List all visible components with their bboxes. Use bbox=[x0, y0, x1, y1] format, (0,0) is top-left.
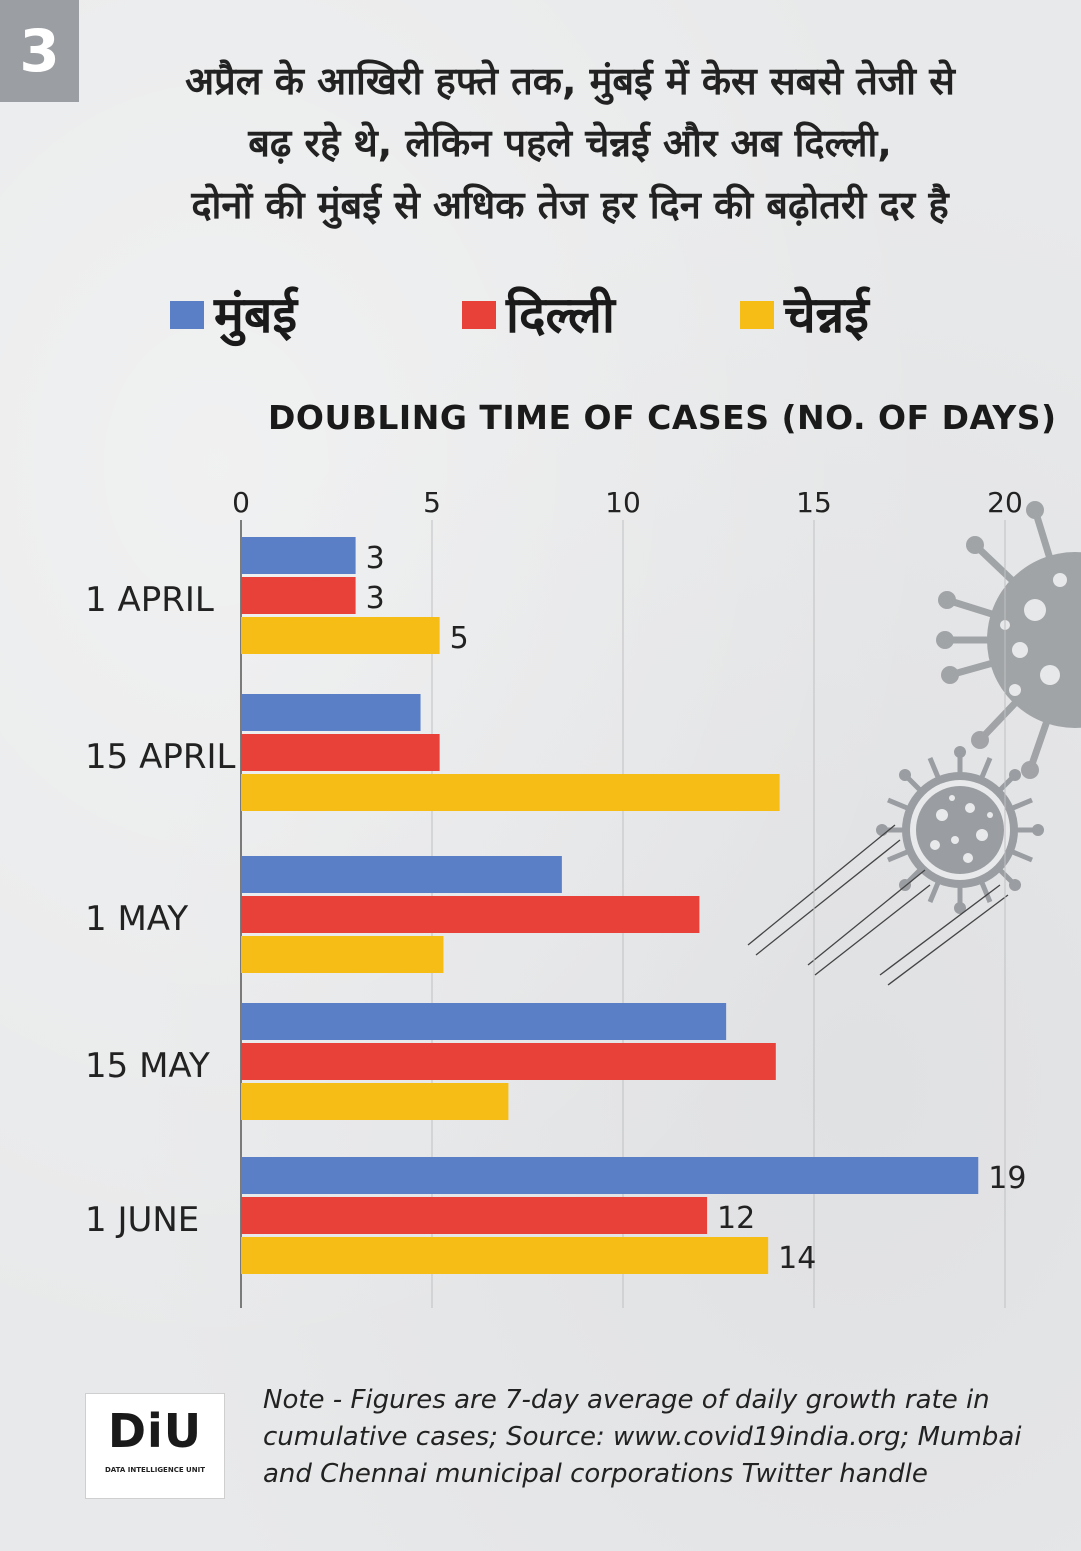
bar bbox=[241, 1003, 727, 1040]
diu-logo: DiU DATA INTELLIGENCE UNIT bbox=[85, 1393, 225, 1499]
category-label: 1 JUNE bbox=[85, 1200, 199, 1240]
bar bbox=[241, 856, 562, 893]
legend-swatch-mumbai bbox=[170, 301, 204, 329]
bar bbox=[241, 1043, 776, 1080]
chart-legend: मुंबई दिल्ली चेन्नई bbox=[0, 280, 1081, 350]
data-label: 5 bbox=[450, 621, 469, 656]
data-label: 19 bbox=[988, 1161, 1026, 1196]
category-label: 1 MAY bbox=[85, 899, 188, 939]
legend-item-chennai: चेन्नई bbox=[740, 280, 869, 350]
headline-line-1: अप्रैल के आखिरी हफ्ते तक, मुंबई में केस … bbox=[185, 59, 955, 103]
x-tick-label: 10 bbox=[605, 486, 641, 519]
data-label: 3 bbox=[366, 581, 385, 616]
headline-line-2: बढ़ रहे थे, लेकिन पहले चेन्नई और अब दिल्… bbox=[248, 121, 892, 165]
bar bbox=[241, 537, 356, 574]
bar bbox=[241, 734, 440, 771]
bar bbox=[241, 1157, 979, 1194]
x-tick-label: 20 bbox=[987, 486, 1023, 519]
logo-letters: DiU bbox=[107, 1404, 203, 1458]
logo-subtitle: DATA INTELLIGENCE UNIT bbox=[105, 1466, 205, 1474]
legend-swatch-delhi bbox=[462, 301, 496, 329]
virus-icon bbox=[936, 501, 1081, 779]
headline: अप्रैल के आखिरी हफ्ते तक, मुंबई में केस … bbox=[100, 50, 1040, 236]
bar bbox=[241, 1083, 509, 1120]
data-label: 3 bbox=[366, 541, 385, 576]
bar bbox=[241, 1237, 769, 1274]
source-note: Note - Figures are 7-day average of dail… bbox=[263, 1385, 1022, 1489]
chart-title: DOUBLING TIME OF CASES (NO. OF DAYS) bbox=[268, 398, 1057, 437]
legend-label-mumbai: मुंबई bbox=[214, 286, 297, 344]
legend-label-delhi: दिल्ली bbox=[506, 286, 615, 344]
legend-item-delhi: दिल्ली bbox=[462, 280, 615, 350]
data-label: 14 bbox=[778, 1241, 816, 1276]
category-label: 15 APRIL bbox=[85, 737, 235, 777]
bar bbox=[241, 936, 444, 973]
slide-number-badge: 3 bbox=[0, 0, 79, 102]
x-tick-label: 15 bbox=[796, 486, 832, 519]
data-label: 12 bbox=[717, 1201, 755, 1236]
chart-plot-area: 0 5 10 15 20 1 APRIL 3 3 5 15 APRIL 1 MAY 15 MAY 1 J… bbox=[85, 486, 1026, 1308]
bar bbox=[241, 1197, 708, 1234]
x-tick-label: 5 bbox=[423, 486, 441, 519]
legend-label-chennai: चेन्नई bbox=[784, 286, 869, 344]
bar bbox=[241, 694, 421, 731]
category-label: 1 APRIL bbox=[85, 580, 214, 620]
bar bbox=[241, 617, 440, 654]
bar bbox=[241, 896, 700, 933]
legend-swatch-chennai bbox=[740, 301, 774, 329]
legend-item-mumbai: मुंबई bbox=[170, 280, 297, 350]
headline-line-3: दोनों की मुंबई से अधिक तेज हर दिन की बढ़… bbox=[191, 183, 949, 227]
category-label: 15 MAY bbox=[85, 1046, 210, 1086]
bar bbox=[241, 774, 780, 811]
bar bbox=[241, 577, 356, 614]
virus-icon bbox=[747, 746, 1044, 986]
x-tick-label: 0 bbox=[232, 486, 250, 519]
